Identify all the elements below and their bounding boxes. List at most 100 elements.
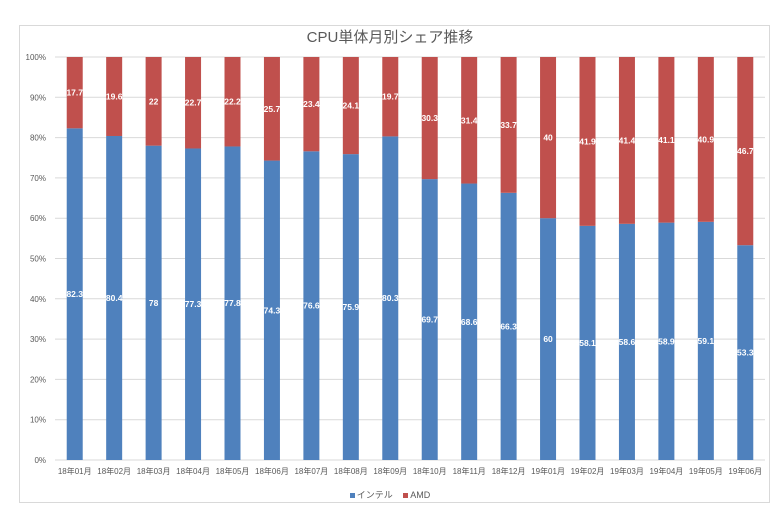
legend: インテル AMD (0, 488, 780, 501)
bar-intel (382, 136, 399, 461)
data-label-amd: 30.3 (421, 113, 438, 123)
legend-swatch-intel (349, 493, 355, 499)
data-label-amd: 24.1 (343, 101, 360, 111)
data-label-amd: 19.7 (382, 92, 399, 102)
bar-intel (263, 160, 280, 461)
data-label-intel: 58.6 (619, 337, 636, 347)
x-tick-label: 19年01月 (531, 466, 565, 476)
legend-label-intel: インテル (356, 490, 393, 500)
x-tick-label: 18年05月 (216, 466, 250, 476)
data-label-amd: 17.7 (66, 88, 83, 98)
data-label-amd: 41.4 (619, 135, 636, 145)
data-label-intel: 77.3 (185, 299, 202, 309)
bar-amd (145, 57, 162, 146)
data-label-amd: 22.2 (224, 97, 241, 107)
x-tick-label: 19年03月 (610, 466, 644, 476)
data-label-amd: 22.7 (185, 98, 202, 108)
y-tick-label: 30% (30, 335, 46, 344)
data-label-intel: 58.9 (658, 336, 675, 346)
y-tick-label: 80% (30, 134, 46, 143)
data-label-intel: 80.4 (106, 293, 123, 303)
bar-amd (737, 57, 754, 246)
bar-intel (618, 223, 635, 460)
bar-amd (106, 57, 123, 136)
legend-item-intel: インテル (349, 490, 393, 500)
bar-amd (658, 57, 675, 223)
x-tick-label: 18年12月 (492, 466, 526, 476)
bar-intel (303, 151, 320, 460)
bar-intel (737, 245, 754, 460)
data-label-amd: 41.1 (658, 135, 675, 145)
bar-amd (342, 57, 359, 155)
legend-item-amd: AMD (403, 490, 430, 500)
bar-intel (106, 135, 123, 460)
data-label-intel: 80.3 (382, 293, 399, 303)
bar-intel (540, 218, 557, 460)
x-tick-label: 18年09月 (373, 466, 407, 476)
bar-intel (185, 148, 202, 460)
x-tick-label: 18年10月 (413, 466, 447, 476)
legend-label-amd: AMD (410, 490, 431, 500)
bar-amd (421, 57, 438, 180)
bar-intel (224, 146, 241, 460)
bar-intel (658, 222, 675, 460)
data-label-amd: 41.9 (579, 136, 596, 146)
data-label-intel: 74.3 (264, 305, 281, 315)
bar-intel (697, 221, 714, 460)
chart-title: CPU単体月別シェア推移 (306, 29, 474, 46)
bar-amd (66, 57, 83, 129)
data-label-amd: 22 (149, 96, 159, 106)
data-label-intel: 59.1 (698, 336, 715, 346)
x-tick-label: 19年02月 (571, 466, 605, 476)
data-label-intel: 60 (543, 334, 553, 344)
data-label-amd: 46.7 (737, 146, 754, 156)
bar-amd (303, 57, 320, 152)
y-tick-label: 90% (30, 93, 46, 102)
data-label-amd: 40.9 (698, 134, 715, 144)
x-tick-label: 19年06月 (728, 466, 762, 476)
bar-intel (66, 128, 83, 460)
bar-amd (540, 57, 557, 219)
x-tick-label: 18年03月 (137, 466, 171, 476)
x-tick-label: 18年07月 (294, 466, 328, 476)
data-label-amd: 31.4 (461, 115, 478, 125)
bar-amd (500, 57, 517, 193)
y-tick-label: 70% (30, 174, 46, 183)
bar-amd (185, 57, 202, 149)
y-tick-label: 60% (30, 214, 46, 223)
y-tick-label: 10% (30, 416, 46, 425)
data-label-amd: 25.7 (264, 104, 281, 114)
data-label-amd: 33.7 (500, 120, 517, 130)
x-tick-label: 18年04月 (176, 466, 210, 476)
data-label-amd: 40 (543, 133, 553, 143)
data-label-intel: 53.3 (737, 348, 754, 358)
data-label-intel: 66.3 (500, 321, 517, 331)
data-label-intel: 76.6 (303, 301, 320, 311)
x-tick-label: 18年06月 (255, 466, 289, 476)
x-tick-label: 18年11月 (453, 466, 486, 476)
data-label-intel: 78 (149, 298, 159, 308)
data-label-amd: 23.4 (303, 99, 320, 109)
y-tick-label: 20% (30, 375, 46, 384)
data-label-intel: 58.1 (579, 338, 596, 348)
x-tick-label: 19年04月 (649, 466, 683, 476)
bar-amd (263, 57, 280, 161)
bar-intel (500, 192, 517, 460)
x-tick-label: 19年05月 (689, 466, 723, 476)
bar-amd (697, 57, 714, 222)
data-label-intel: 77.8 (224, 298, 241, 308)
x-tick-label: 18年01月 (58, 466, 92, 476)
x-tick-label: 18年08月 (334, 466, 368, 476)
data-label-intel: 69.7 (421, 315, 438, 325)
bar-amd (382, 57, 399, 137)
y-tick-label: 100% (26, 53, 46, 62)
legend-swatch-amd (403, 493, 409, 499)
data-label-amd: 19.6 (106, 91, 123, 101)
bar-intel (421, 179, 438, 460)
bar-amd (618, 57, 635, 224)
bar-amd (461, 57, 478, 184)
bar-amd (224, 57, 241, 147)
bar-intel (461, 183, 478, 461)
bar-intel (579, 225, 596, 460)
